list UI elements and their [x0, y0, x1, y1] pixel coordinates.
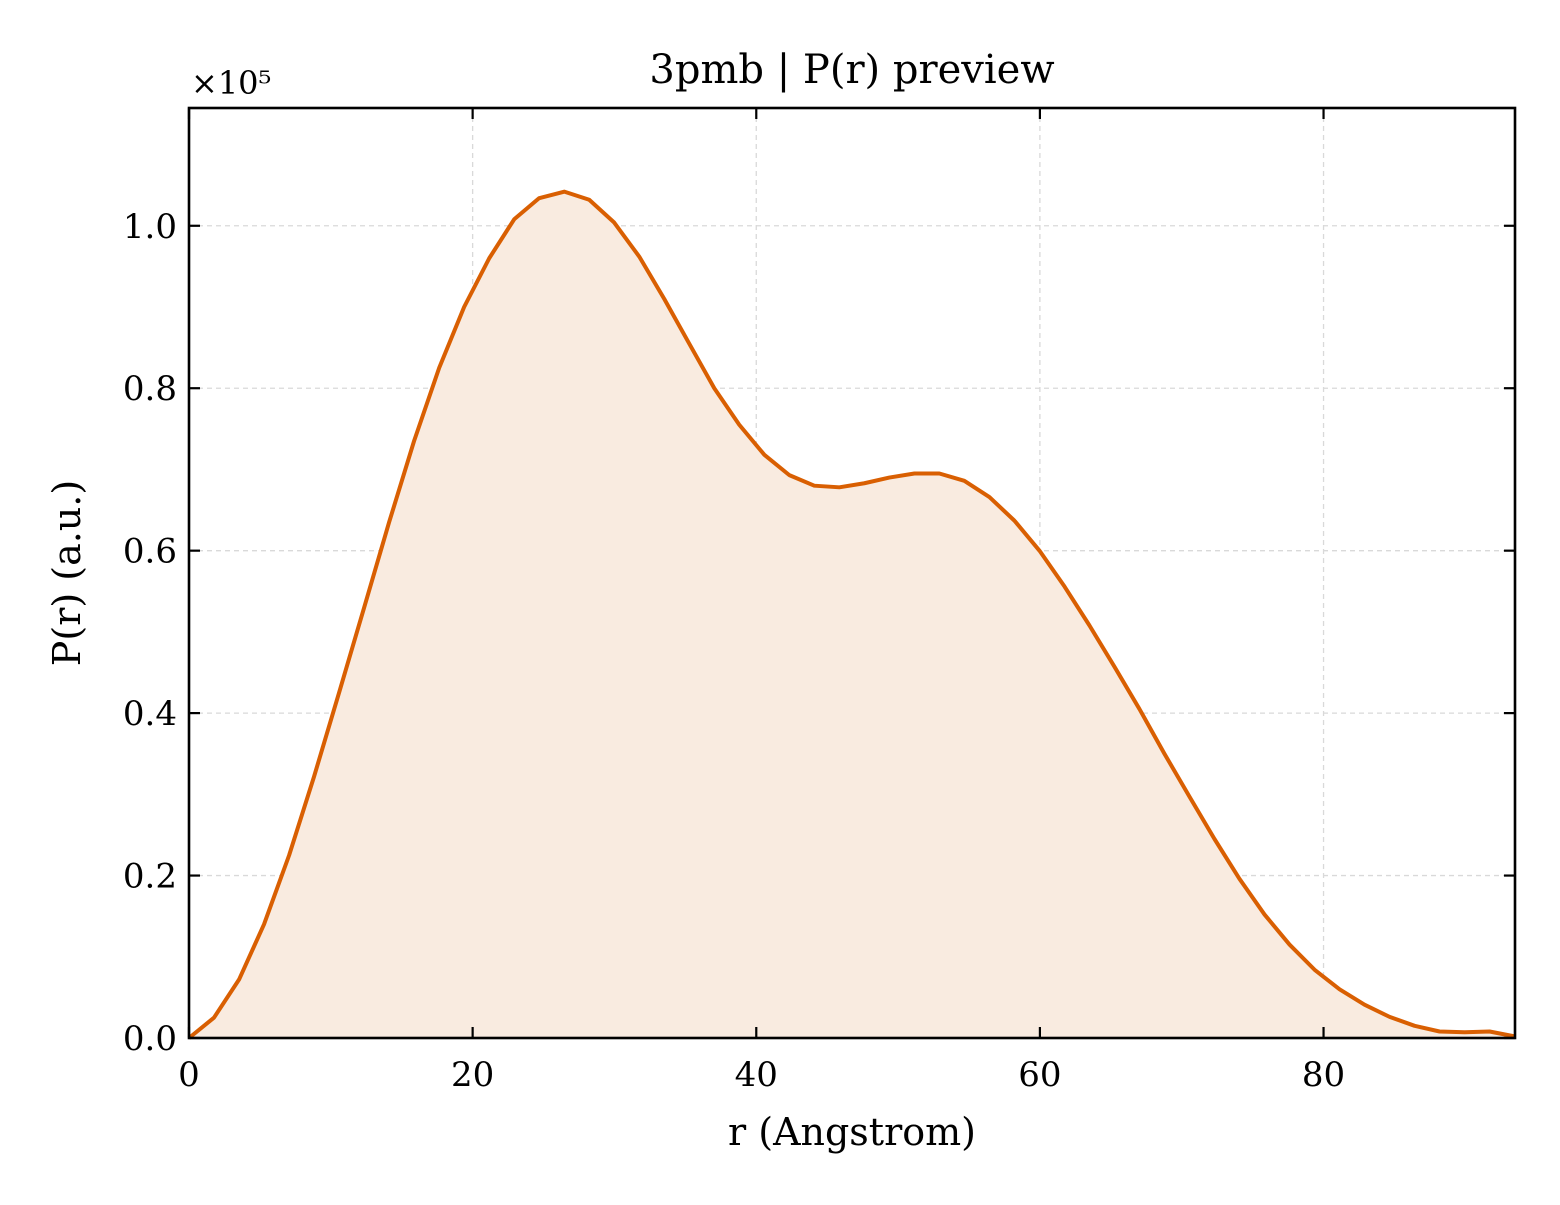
x-tick-label: 80	[1302, 1055, 1345, 1095]
y-tick-label: 1.0	[123, 207, 177, 247]
y-axis-label: P(r) (a.u.)	[45, 480, 89, 666]
x-tick-label: 0	[178, 1055, 200, 1095]
y-offset-label: ×10⁵	[191, 64, 271, 102]
y-tick-label: 0.2	[123, 857, 177, 897]
y-tick-label: 0.0	[123, 1019, 177, 1059]
tick-layer: 0 20 40 60 80 0.0 0.2 0.4 0.6 0.8 1.0	[123, 108, 1515, 1095]
y-tick-label: 0.4	[123, 694, 177, 734]
x-axis-label: r (Angstrom)	[728, 1110, 976, 1154]
x-tick-label: 60	[1018, 1055, 1061, 1095]
chart-title: 3pmb | P(r) preview	[649, 47, 1054, 93]
area-fill	[189, 191, 1515, 1038]
series-line	[187, 189, 1515, 1040]
x-tick-label: 40	[735, 1055, 778, 1095]
y-tick-label: 0.6	[123, 532, 177, 572]
y-tick-label: 0.8	[123, 369, 177, 409]
plot-frame	[187, 106, 1517, 1040]
x-tick-label: 20	[451, 1055, 494, 1095]
